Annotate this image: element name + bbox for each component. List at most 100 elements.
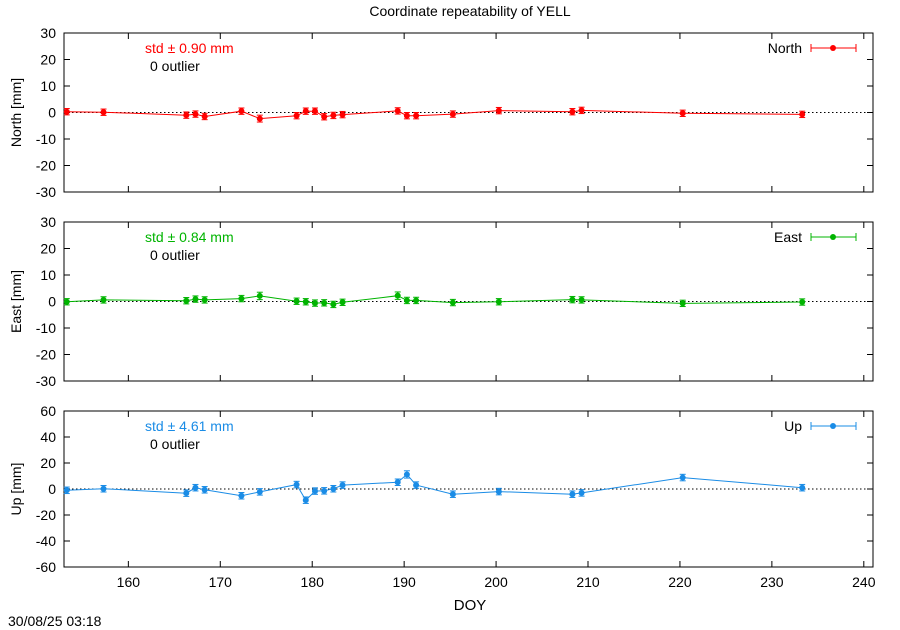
east-data-point xyxy=(799,299,806,306)
north-legend-label: North xyxy=(768,40,802,56)
up-series-line xyxy=(66,473,803,502)
east-data-point xyxy=(183,297,190,304)
north-data-point xyxy=(330,112,337,119)
up-data-point xyxy=(394,479,401,486)
x-axis-label: DOY xyxy=(454,597,487,614)
north-ytick-label: -20 xyxy=(36,158,56,174)
x-tick-label: 160 xyxy=(117,574,141,590)
north-data-point xyxy=(569,108,576,115)
north-outlier-text: 0 outlier xyxy=(150,58,200,74)
timestamp: 30/08/25 03:18 xyxy=(8,613,102,629)
east-data-point xyxy=(192,296,199,303)
up-ytick-label: 60 xyxy=(40,403,56,419)
north-data-point xyxy=(311,108,318,115)
east-data-point xyxy=(578,296,585,303)
east-legend-marker xyxy=(830,234,836,240)
east-data-point xyxy=(394,292,401,299)
north-std-text: std ± 0.90 mm xyxy=(145,40,234,56)
up-data-point xyxy=(192,484,199,491)
north-ytick-label: 0 xyxy=(48,105,56,121)
east-data-point xyxy=(63,298,70,305)
up-data-point xyxy=(413,482,420,489)
east-data-point xyxy=(403,297,410,304)
up-data-point xyxy=(256,488,263,495)
up-data-point xyxy=(569,491,576,498)
up-data-point xyxy=(321,487,328,494)
chart-title: Coordinate repeatability of YELL xyxy=(369,3,571,19)
east-data-point xyxy=(449,299,456,306)
up-data-point xyxy=(293,481,300,488)
up-outlier-text: 0 outlier xyxy=(150,436,200,452)
north-legend-marker xyxy=(830,45,836,51)
north-series-line xyxy=(66,109,803,120)
north-data-point xyxy=(302,108,309,115)
north-ytick-label: 20 xyxy=(40,52,56,68)
up-data-point xyxy=(799,484,806,491)
north-data-point xyxy=(256,115,263,122)
up-legend-label: Up xyxy=(784,418,802,434)
east-data-point xyxy=(311,300,318,307)
east-data-point xyxy=(413,297,420,304)
x-tick-label: 220 xyxy=(668,574,692,590)
up-ytick-label: -20 xyxy=(36,507,56,523)
east-std-text: std ± 0.84 mm xyxy=(145,229,234,245)
north-ytick-label: -30 xyxy=(36,184,56,200)
up-legend-marker xyxy=(830,423,836,429)
east-ytick-label: 30 xyxy=(40,214,56,230)
north-data-point xyxy=(413,112,420,119)
x-tick-label: 190 xyxy=(392,574,416,590)
x-tick-label: 170 xyxy=(209,574,233,590)
east-data-point xyxy=(339,299,346,306)
east-data-point xyxy=(293,298,300,305)
north-data-point xyxy=(183,112,190,119)
east-data-point xyxy=(679,300,686,307)
up-ytick-label: 40 xyxy=(40,429,56,445)
east-ytick-label: -20 xyxy=(36,347,56,363)
east-data-point xyxy=(569,296,576,303)
north-data-point xyxy=(201,113,208,120)
up-ytick-label: 0 xyxy=(48,481,56,497)
up-data-point xyxy=(63,487,70,494)
up-ytick-label: -40 xyxy=(36,533,56,549)
north-data-point xyxy=(394,107,401,114)
east-ytick-label: -10 xyxy=(36,320,56,336)
north-data-point xyxy=(495,107,502,114)
x-tick-label: 210 xyxy=(576,574,600,590)
up-data-point xyxy=(311,488,318,495)
north-data-point xyxy=(100,109,107,116)
north-y-axis-label: North [mm] xyxy=(8,78,24,147)
east-legend-label: East xyxy=(774,229,802,245)
up-data-point xyxy=(449,491,456,498)
north-data-point xyxy=(192,111,199,118)
north-data-point xyxy=(238,108,245,115)
east-data-point xyxy=(321,299,328,306)
east-data-point xyxy=(256,292,263,299)
north-ytick-label: 10 xyxy=(40,78,56,94)
up-data-point xyxy=(578,489,585,496)
up-data-point xyxy=(339,482,346,489)
north-ytick-label: 30 xyxy=(40,25,56,41)
north-data-point xyxy=(339,111,346,118)
x-tick-label: 240 xyxy=(852,574,876,590)
up-y-axis-label: Up [mm] xyxy=(8,463,24,516)
up-data-point xyxy=(183,490,190,497)
east-data-point xyxy=(330,301,337,308)
north-data-point xyxy=(578,107,585,114)
x-tick-label: 180 xyxy=(301,574,325,590)
up-data-point xyxy=(495,488,502,495)
up-ytick-label: 20 xyxy=(40,455,56,471)
east-data-point xyxy=(302,298,309,305)
north-data-point xyxy=(449,111,456,118)
up-data-point xyxy=(679,474,686,481)
up-data-point xyxy=(330,485,337,492)
east-data-point xyxy=(495,298,502,305)
x-tick-label: 230 xyxy=(760,574,784,590)
east-ytick-label: 20 xyxy=(40,241,56,257)
east-y-axis-label: East [mm] xyxy=(8,270,24,333)
up-std-text: std ± 4.61 mm xyxy=(145,418,234,434)
up-ytick-label: -60 xyxy=(36,559,56,575)
north-ytick-label: -10 xyxy=(36,131,56,147)
east-outlier-text: 0 outlier xyxy=(150,247,200,263)
north-data-point xyxy=(679,110,686,117)
